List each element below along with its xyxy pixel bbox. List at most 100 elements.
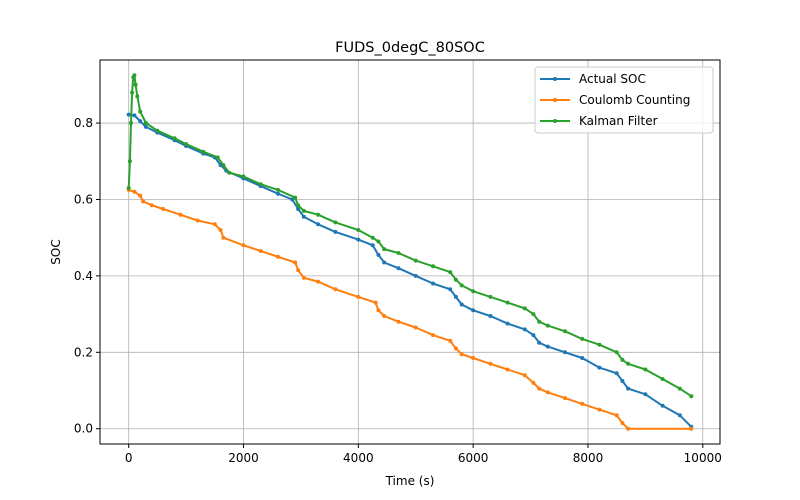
- data-point-coulomb-counting: [689, 426, 694, 431]
- data-point-kalman-filter: [333, 220, 338, 225]
- x-tick-label: 2000: [228, 451, 259, 465]
- data-point-coulomb-counting: [620, 421, 625, 425]
- data-point-coulomb-counting: [471, 356, 476, 360]
- legend-box: [534, 66, 714, 134]
- data-point-actual-soc: [626, 386, 631, 391]
- data-point-coulomb-counting: [149, 203, 154, 208]
- data-point-kalman-filter: [396, 251, 401, 255]
- data-point-kalman-filter: [413, 258, 418, 263]
- data-point-kalman-filter: [258, 182, 263, 187]
- data-point-kalman-filter: [531, 312, 536, 317]
- x-axis-label: Time (s): [385, 474, 435, 488]
- x-tick-label: 10000: [684, 451, 722, 465]
- data-point-coulomb-counting: [333, 287, 338, 292]
- data-point-coulomb-counting: [522, 373, 527, 378]
- y-tick-label: 0.4: [74, 269, 93, 283]
- series-line-actual-soc: [128, 113, 693, 428]
- data-point-coulomb-counting: [545, 390, 550, 395]
- data-point-kalman-filter: [215, 155, 220, 160]
- data-point-kalman-filter: [660, 377, 665, 381]
- data-point-coulomb-counting: [161, 207, 166, 211]
- data-point-kalman-filter: [133, 82, 138, 87]
- data-point-actual-soc: [471, 308, 476, 313]
- data-point-actual-soc: [677, 413, 682, 418]
- data-point-kalman-filter: [221, 163, 226, 168]
- legend-swatch-marker: [553, 119, 557, 123]
- data-point-kalman-filter: [453, 277, 458, 282]
- data-point-kalman-filter: [127, 159, 132, 164]
- data-point-kalman-filter: [459, 283, 464, 288]
- x-tick-label: 4000: [343, 451, 374, 465]
- legend-entry-coulomb-counting: Coulomb Counting: [540, 93, 690, 107]
- data-point-coulomb-counting: [296, 268, 301, 273]
- data-point-actual-soc: [505, 321, 510, 326]
- data-point-actual-soc: [370, 243, 375, 248]
- data-point-coulomb-counting: [580, 401, 585, 406]
- data-point-coulomb-counting: [141, 199, 146, 204]
- data-point-coulomb-counting: [316, 279, 321, 284]
- data-point-kalman-filter: [580, 336, 585, 341]
- chart-title: FUDS_0degC_80SOC: [335, 40, 485, 56]
- legend-swatch-marker: [553, 98, 557, 102]
- data-point-actual-soc: [620, 379, 625, 383]
- data-point-coulomb-counting: [212, 222, 217, 227]
- data-point-kalman-filter: [471, 289, 476, 294]
- series-kalman-filter: [126, 73, 694, 399]
- data-point-actual-soc: [545, 344, 550, 349]
- y-tick-label: 0.2: [74, 345, 93, 359]
- data-point-coulomb-counting: [301, 275, 306, 280]
- data-point-kalman-filter: [382, 247, 387, 252]
- data-point-actual-soc: [614, 371, 619, 376]
- data-point-coulomb-counting: [459, 352, 464, 357]
- legend-entry-kalman-filter: Kalman Filter: [540, 114, 658, 128]
- data-point-coulomb-counting: [241, 243, 246, 248]
- legend-entry-actual-soc: Actual SOC: [540, 72, 646, 86]
- data-point-kalman-filter: [143, 121, 148, 125]
- data-point-coulomb-counting: [132, 189, 137, 194]
- data-point-kalman-filter: [126, 186, 131, 190]
- data-point-kalman-filter: [296, 203, 301, 208]
- y-axis-label: SOC: [49, 239, 63, 264]
- data-point-coulomb-counting: [448, 338, 453, 343]
- data-point-kalman-filter: [614, 350, 619, 355]
- data-point-kalman-filter: [227, 170, 232, 175]
- y-tick-label: 0.8: [74, 116, 93, 130]
- data-point-kalman-filter: [201, 149, 206, 154]
- data-point-actual-soc: [522, 327, 527, 332]
- data-point-coulomb-counting: [563, 396, 567, 401]
- tick-layer: 0 2000 4000 6000 8000 10000 0.0 0.2 0.4 0.6 0.8: [74, 116, 722, 465]
- data-point-coulomb-counting: [453, 346, 458, 351]
- data-point-kalman-filter: [545, 323, 550, 328]
- data-point-actual-soc: [459, 302, 464, 307]
- data-point-kalman-filter: [316, 212, 321, 217]
- data-point-kalman-filter: [356, 228, 361, 232]
- data-point-actual-soc: [333, 229, 338, 234]
- data-point-actual-soc: [143, 124, 148, 129]
- data-point-coulomb-counting: [276, 254, 280, 259]
- x-tick-label: 6000: [458, 451, 489, 465]
- data-point-actual-soc: [356, 237, 361, 242]
- data-point-coulomb-counting: [537, 386, 542, 391]
- data-point-kalman-filter: [643, 367, 648, 372]
- data-point-kalman-filter: [537, 319, 542, 324]
- data-point-coulomb-counting: [531, 380, 536, 385]
- x-tick-label: 8000: [573, 451, 604, 465]
- data-point-coulomb-counting: [431, 333, 435, 338]
- data-point-coulomb-counting: [488, 361, 493, 366]
- series-coulomb-counting: [126, 187, 694, 431]
- data-point-coulomb-counting: [178, 212, 183, 217]
- data-point-kalman-filter: [138, 109, 143, 114]
- data-point-coulomb-counting: [293, 260, 298, 265]
- data-point-actual-soc: [382, 260, 387, 265]
- data-point-kalman-filter: [448, 270, 453, 275]
- data-point-kalman-filter: [301, 208, 306, 213]
- data-point-coulomb-counting: [356, 294, 361, 299]
- data-point-coulomb-counting: [505, 367, 510, 372]
- data-point-actual-soc: [126, 112, 131, 117]
- data-point-actual-soc: [597, 365, 602, 370]
- data-point-kalman-filter: [276, 187, 280, 192]
- data-point-kalman-filter: [132, 73, 137, 78]
- data-point-kalman-filter: [129, 121, 133, 125]
